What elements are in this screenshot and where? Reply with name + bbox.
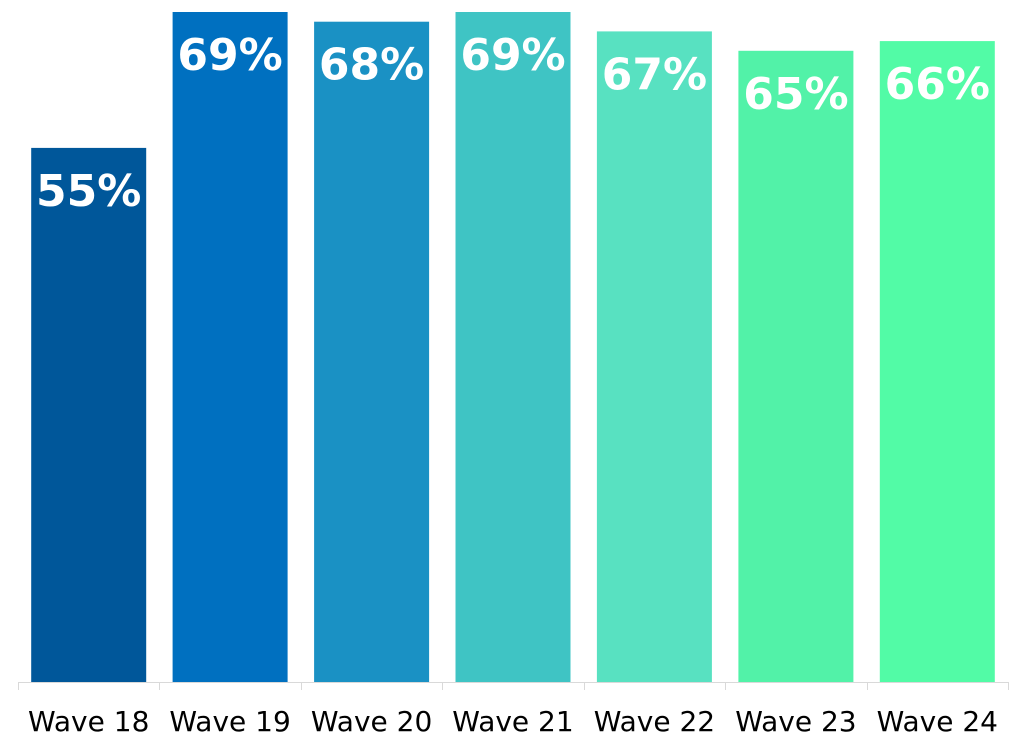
x-tick-label: Wave 20 [311,705,432,738]
x-tick-label: Wave 19 [169,705,290,738]
bar-wave-18 [31,147,147,682]
value-label: 68% [319,40,424,91]
bars-layer [31,12,995,683]
bar-wave-21 [455,12,571,682]
value-label: 69% [460,30,565,81]
x-tick-label: Wave 18 [28,705,149,738]
x-tick-label: Wave 24 [877,705,998,738]
value-labels-layer: 55% 69% 68% 69% 67% 65% 66% [36,30,990,217]
x-tick-label: Wave 21 [452,705,573,738]
value-label: 66% [885,59,990,110]
bar-wave-23 [738,50,854,683]
value-label: 69% [177,30,282,81]
x-tick-label: Wave 22 [594,705,715,738]
bar-wave-19 [172,12,288,682]
value-label: 55% [36,166,141,217]
x-tick-label: Wave 23 [735,705,856,738]
bar-wave-20 [314,21,430,682]
bar-wave-22 [596,31,712,682]
x-axis: Wave 18 Wave 19 Wave 20 Wave 21 Wave 22 Wave … [18,682,1009,738]
bar-wave-24 [879,41,995,683]
value-label: 67% [602,49,707,100]
value-label: 65% [743,69,848,120]
